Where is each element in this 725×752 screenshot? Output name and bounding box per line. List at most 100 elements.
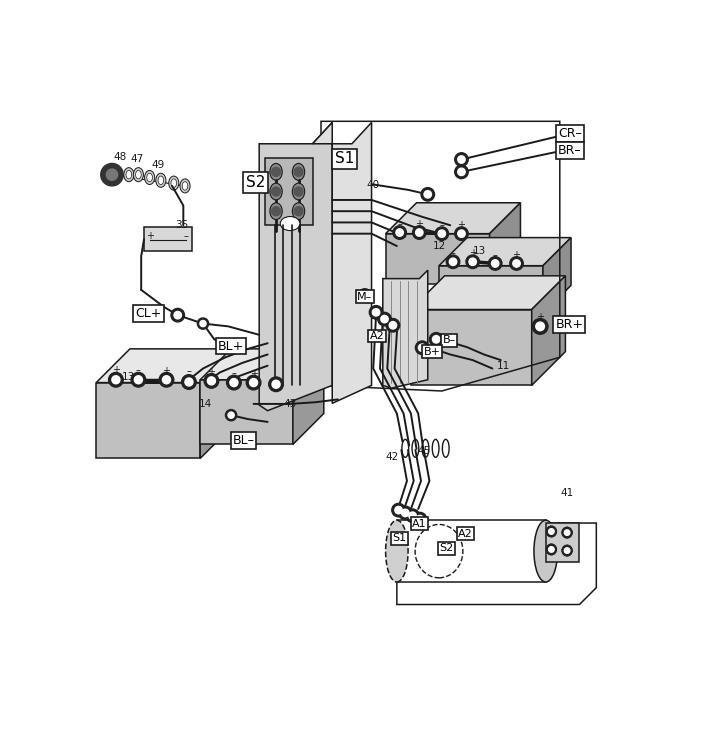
Circle shape xyxy=(424,191,431,198)
Circle shape xyxy=(455,165,468,179)
Text: A1: A1 xyxy=(412,519,426,529)
Text: BL–: BL– xyxy=(233,434,254,447)
Text: BL+: BL+ xyxy=(218,340,244,353)
Ellipse shape xyxy=(292,183,304,200)
Circle shape xyxy=(435,227,449,241)
Circle shape xyxy=(269,377,283,392)
Circle shape xyxy=(200,320,206,326)
Circle shape xyxy=(406,509,419,523)
Circle shape xyxy=(185,378,193,386)
Text: –: – xyxy=(493,250,497,260)
Text: 48: 48 xyxy=(114,152,127,162)
Text: –: – xyxy=(136,365,141,374)
Circle shape xyxy=(182,374,196,390)
Text: BR+: BR+ xyxy=(555,318,584,331)
Text: S1: S1 xyxy=(335,151,355,166)
Circle shape xyxy=(109,372,123,387)
Text: –: – xyxy=(439,220,444,230)
Circle shape xyxy=(223,341,234,353)
Text: A2: A2 xyxy=(458,529,473,538)
Text: –: – xyxy=(397,219,402,229)
Ellipse shape xyxy=(180,179,190,193)
Circle shape xyxy=(230,378,238,387)
Text: CL+: CL+ xyxy=(136,307,162,320)
Circle shape xyxy=(107,169,117,180)
Text: B–: B– xyxy=(442,335,456,345)
Text: +: + xyxy=(146,231,154,241)
Circle shape xyxy=(272,381,280,388)
Circle shape xyxy=(438,230,445,238)
Circle shape xyxy=(447,255,460,268)
Circle shape xyxy=(272,168,281,177)
Circle shape xyxy=(395,506,402,514)
Circle shape xyxy=(393,226,407,239)
Circle shape xyxy=(492,259,499,267)
Ellipse shape xyxy=(126,171,132,179)
Circle shape xyxy=(171,308,184,322)
Circle shape xyxy=(225,410,236,421)
Circle shape xyxy=(433,335,440,343)
Ellipse shape xyxy=(182,182,188,190)
Circle shape xyxy=(532,319,548,334)
Bar xyxy=(144,227,191,250)
Text: S2: S2 xyxy=(246,175,265,190)
Ellipse shape xyxy=(270,163,282,180)
Ellipse shape xyxy=(547,544,556,555)
Circle shape xyxy=(457,230,465,238)
Text: A2: A2 xyxy=(370,331,384,341)
Text: +: + xyxy=(468,248,477,259)
Ellipse shape xyxy=(169,176,179,190)
Ellipse shape xyxy=(124,168,134,182)
Circle shape xyxy=(413,226,426,239)
Text: +: + xyxy=(457,220,465,230)
Circle shape xyxy=(536,322,544,331)
Ellipse shape xyxy=(292,203,304,220)
Text: –: – xyxy=(451,248,455,259)
Text: +: + xyxy=(112,365,120,374)
Circle shape xyxy=(373,308,380,316)
Text: 40: 40 xyxy=(367,180,380,190)
Polygon shape xyxy=(293,349,324,444)
Ellipse shape xyxy=(133,168,144,182)
Polygon shape xyxy=(411,276,566,310)
Polygon shape xyxy=(260,123,332,411)
Circle shape xyxy=(392,503,405,517)
Circle shape xyxy=(101,163,123,186)
Bar xyxy=(546,523,579,562)
Polygon shape xyxy=(96,349,234,383)
Text: 49: 49 xyxy=(152,160,165,170)
Circle shape xyxy=(294,168,303,177)
Circle shape xyxy=(415,229,423,236)
Circle shape xyxy=(489,256,502,270)
Circle shape xyxy=(547,526,556,536)
Polygon shape xyxy=(200,349,234,459)
Circle shape xyxy=(466,255,479,268)
Circle shape xyxy=(228,412,234,418)
Circle shape xyxy=(399,506,412,520)
Ellipse shape xyxy=(171,179,177,187)
Ellipse shape xyxy=(534,520,558,582)
Ellipse shape xyxy=(562,545,572,556)
Circle shape xyxy=(381,315,388,323)
Circle shape xyxy=(510,256,523,270)
Circle shape xyxy=(197,318,209,329)
Circle shape xyxy=(547,544,556,554)
Text: 45: 45 xyxy=(417,446,431,456)
Circle shape xyxy=(421,187,434,201)
Circle shape xyxy=(469,258,476,265)
Text: 14: 14 xyxy=(199,399,212,409)
Text: B+: B+ xyxy=(423,347,441,356)
Polygon shape xyxy=(439,265,543,314)
Text: M–: M– xyxy=(357,292,373,302)
Circle shape xyxy=(204,374,219,388)
Bar xyxy=(397,520,546,582)
Circle shape xyxy=(396,229,403,236)
Circle shape xyxy=(429,332,443,346)
Circle shape xyxy=(162,376,170,384)
Circle shape xyxy=(207,377,215,385)
Circle shape xyxy=(174,311,181,319)
Circle shape xyxy=(247,375,261,390)
Text: S2: S2 xyxy=(439,544,453,553)
Circle shape xyxy=(457,156,465,163)
Text: –: – xyxy=(183,231,189,241)
